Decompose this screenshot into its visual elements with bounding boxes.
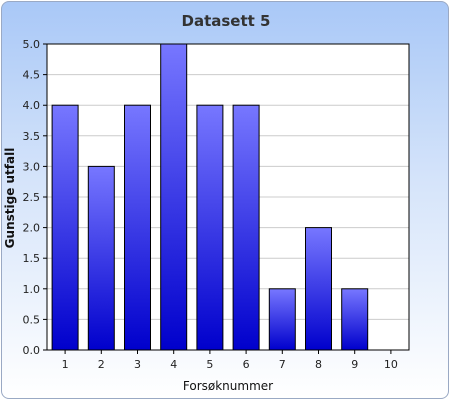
y-tick-label: 0.5 — [23, 313, 41, 326]
bar-5 — [196, 104, 224, 351]
x-tick-label: 3 — [134, 358, 141, 371]
x-tick-label: 4 — [170, 358, 177, 371]
y-tick-label: 5.0 — [23, 38, 41, 51]
x-tick-label: 1 — [62, 358, 69, 371]
bar-4 — [160, 43, 188, 351]
y-tick-label: 4.0 — [23, 99, 41, 112]
y-tick-label: 3.5 — [23, 130, 41, 143]
y-tick-label: 1.0 — [23, 283, 41, 296]
y-tick-label: 2.0 — [23, 222, 41, 235]
y-axis-label: Gunstige utfall — [3, 148, 17, 249]
x-tick-label: 10 — [384, 358, 398, 371]
bar-6 — [232, 104, 260, 351]
y-tick-label: 3.0 — [23, 160, 41, 173]
bar-7 — [268, 288, 296, 351]
bars — [51, 43, 369, 351]
x-axis-label: Forsøknummer — [183, 379, 273, 393]
y-tick-label: 4.5 — [23, 69, 41, 82]
x-tick-label: 6 — [243, 358, 250, 371]
y-tick-label: 0.0 — [23, 344, 41, 357]
x-tick-label: 8 — [315, 358, 322, 371]
x-tick-label: 9 — [351, 358, 358, 371]
bar-2 — [87, 165, 115, 351]
y-axis-ticks: 0.0 0.5 1.0 1.5 2.0 2.5 3.0 3.5 4.0 4.5 5.0 — [23, 38, 47, 357]
x-tick-label: 2 — [98, 358, 105, 371]
x-tick-label: 7 — [279, 358, 286, 371]
y-tick-label: 2.5 — [23, 191, 41, 204]
bar-3 — [124, 104, 151, 351]
y-tick-label: 1.5 — [23, 252, 41, 265]
bar-1 — [51, 104, 79, 351]
x-axis-ticks: 1 2 3 4 5 6 7 8 9 10 — [62, 350, 398, 371]
x-tick-label: 5 — [206, 358, 213, 371]
bar-8 — [305, 227, 332, 351]
bar-9 — [341, 288, 369, 351]
chart-title: Datasett 5 — [182, 12, 271, 30]
